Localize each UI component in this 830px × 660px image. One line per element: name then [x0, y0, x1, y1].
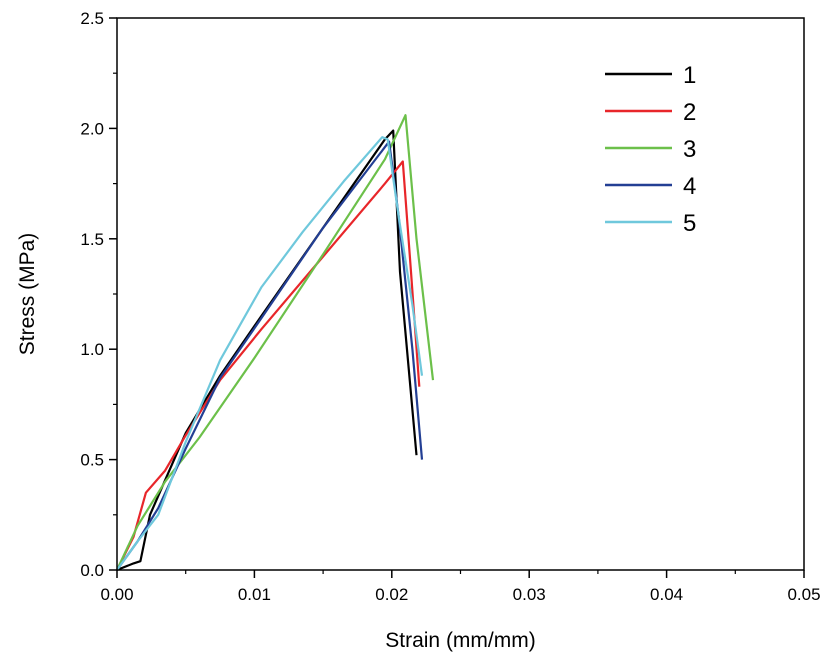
series-line-1 [116, 129, 418, 572]
legend-label-4: 4 [683, 173, 696, 200]
x-tick-label: 0.05 [787, 585, 820, 604]
series-line-3 [116, 114, 435, 571]
ticks-layer: 0.00 0.01 0.02 0.03 0.04 0.05 0.0 0.5 1.0 1.5 2.0 2… [80, 9, 820, 604]
x-tick-label: 0.02 [375, 585, 408, 604]
legend-label-2: 2 [683, 99, 696, 126]
x-tick-label: 0.04 [650, 585, 683, 604]
y-tick-label: 0.5 [80, 451, 104, 470]
series-layer [116, 114, 435, 572]
y-tick-label: 2.5 [80, 9, 104, 28]
y-tick-label: 1.5 [80, 230, 104, 249]
y-axis-title: Stress (MPa) [16, 233, 39, 356]
series-line-5 [116, 136, 424, 571]
series-line-4 [116, 140, 424, 571]
y-tick-label: 1.0 [80, 340, 104, 359]
series-line-2 [116, 160, 421, 571]
y-tick-label: 0.0 [80, 561, 104, 580]
x-tick-label: 0.03 [513, 585, 546, 604]
x-tick-label: 0.01 [238, 585, 271, 604]
legend-label-5: 5 [683, 210, 696, 237]
x-axis-title: Strain (mm/mm) [385, 629, 536, 652]
legend-label-3: 3 [683, 136, 696, 163]
y-tick-label: 2.0 [80, 119, 104, 138]
legend: 1 2 3 4 5 [605, 62, 696, 237]
x-tick-label: 0.00 [100, 585, 133, 604]
legend-label-1: 1 [683, 62, 696, 89]
